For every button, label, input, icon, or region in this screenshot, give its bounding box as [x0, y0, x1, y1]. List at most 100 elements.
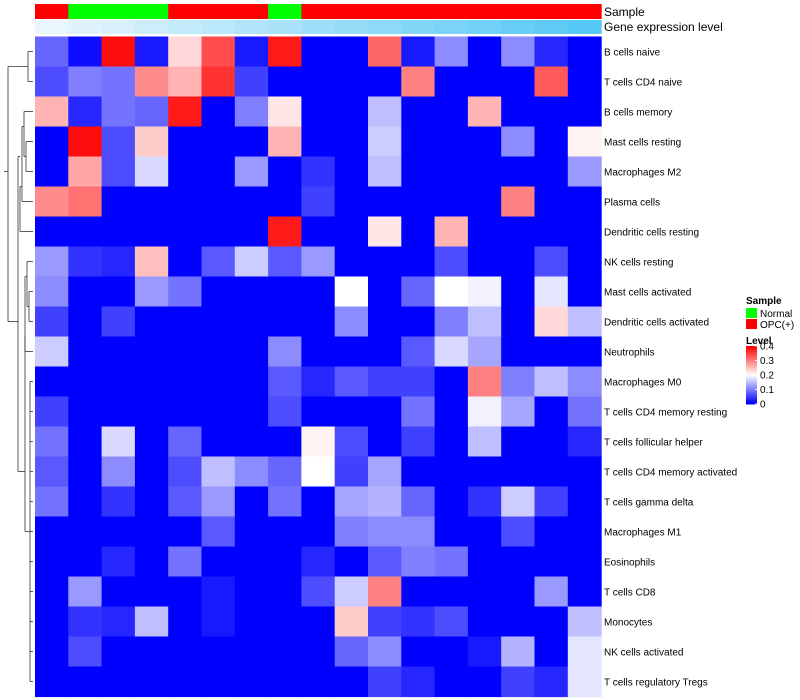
heatmap-cell	[401, 306, 436, 338]
expression-annotation-cell	[268, 20, 302, 34]
colorbar-step	[746, 367, 757, 370]
heatmap-cell	[35, 396, 69, 428]
sample-annotation-cell	[368, 4, 402, 19]
heatmap-cell	[534, 396, 569, 428]
heatmap-cell	[201, 606, 236, 638]
heatmap-cell	[35, 306, 69, 338]
colorbar-step	[746, 395, 757, 398]
heatmap-cell	[101, 546, 136, 578]
heatmap-cell	[35, 96, 69, 128]
heatmap-cell	[201, 666, 236, 698]
heatmap-cell	[434, 666, 469, 698]
colorbar-step	[746, 399, 757, 402]
heatmap-cell	[134, 216, 169, 248]
heatmap-cell	[467, 186, 502, 218]
heatmap-cell	[234, 156, 269, 188]
heatmap-cell	[68, 276, 103, 308]
heatmap-cell	[268, 186, 302, 218]
colorbar-step	[746, 402, 757, 405]
heatmap-cell	[301, 96, 336, 128]
heatmap-cell	[301, 456, 336, 488]
heatmap-cell	[567, 216, 602, 248]
heatmap-cell	[201, 366, 236, 398]
heatmap-cell	[134, 36, 169, 68]
colorbar-step	[746, 370, 757, 373]
heatmap-cell	[268, 666, 302, 698]
heatmap-cell	[534, 276, 569, 308]
heatmap-cell	[134, 486, 169, 518]
heatmap-cell	[234, 36, 269, 68]
colorbar-step	[746, 396, 757, 399]
heatmap-cell	[268, 576, 302, 608]
heatmap-cell	[68, 636, 103, 668]
heatmap-cell	[467, 576, 502, 608]
heatmap-cell	[168, 186, 203, 218]
heatmap-cell	[334, 546, 369, 578]
heatmap-cell	[401, 366, 436, 398]
heatmap-cell	[201, 306, 236, 338]
heatmap-cell	[35, 66, 69, 98]
row-label: Monocytes	[604, 618, 652, 629]
heatmap-cell	[101, 276, 136, 308]
heatmap-cell	[168, 306, 203, 338]
heatmap-cell	[334, 156, 369, 188]
heatmap-cell	[301, 606, 336, 638]
colorbar-step	[746, 354, 757, 357]
heatmap-cell	[467, 246, 502, 278]
expression-annotation-cell	[101, 20, 136, 34]
heatmap-cell	[301, 636, 336, 668]
expression-annotation-cell	[401, 20, 436, 34]
colorbar-step	[746, 379, 757, 382]
heatmap-cell	[134, 366, 169, 398]
colorbar-step	[746, 347, 757, 350]
heatmap-cell	[35, 666, 69, 698]
heatmap-cell	[534, 546, 569, 578]
expression-annotation-cell	[68, 20, 103, 34]
heatmap-cell	[134, 396, 169, 428]
heatmap-cell	[234, 216, 269, 248]
heatmap-cell	[501, 246, 536, 278]
colorbar-step	[746, 377, 757, 380]
heatmap-cell	[534, 306, 569, 338]
colorbar-step	[746, 364, 757, 367]
heatmap-cell	[334, 636, 369, 668]
heatmap-cell	[168, 606, 203, 638]
heatmap-cell	[334, 516, 369, 548]
heatmap-cell	[434, 156, 469, 188]
heatmap-cell	[301, 366, 336, 398]
heatmap-cell	[301, 246, 336, 278]
heatmap-cell	[501, 636, 536, 668]
heatmap-cell	[101, 426, 136, 458]
row-label: Dendritic cells resting	[604, 228, 699, 239]
colorbar-step	[746, 389, 757, 392]
heatmap-cell	[134, 516, 169, 548]
expression-annotation-cell	[301, 20, 336, 34]
heatmap-cell	[368, 636, 402, 668]
heatmap-cell	[434, 456, 469, 488]
heatmap-cell	[168, 276, 203, 308]
heatmap-cell	[401, 186, 436, 218]
heatmap-cell	[467, 666, 502, 698]
heatmap-cell	[35, 456, 69, 488]
heatmap-cell	[68, 546, 103, 578]
colorbar-tick-label: 0.3	[760, 356, 774, 367]
heatmap-cell	[434, 366, 469, 398]
heatmap-cell	[301, 36, 336, 68]
heatmap-cell	[201, 336, 236, 368]
heatmap-cell	[368, 666, 402, 698]
heatmap-cell	[501, 396, 536, 428]
heatmap-cell	[534, 486, 569, 518]
expression-annotation-cell	[467, 20, 502, 34]
heatmap-cell	[534, 516, 569, 548]
sample-annotation-cell	[567, 4, 602, 19]
colorbar-step	[746, 398, 757, 401]
heatmap-cell	[567, 246, 602, 278]
heatmap-cell	[501, 666, 536, 698]
heatmap-cell	[201, 36, 236, 68]
heatmap-cell	[467, 156, 502, 188]
heatmap-cell	[401, 276, 436, 308]
heatmap-cell	[68, 576, 103, 608]
heatmap-cell	[467, 486, 502, 518]
heatmap-cell	[301, 426, 336, 458]
heatmap-cell	[301, 66, 336, 98]
